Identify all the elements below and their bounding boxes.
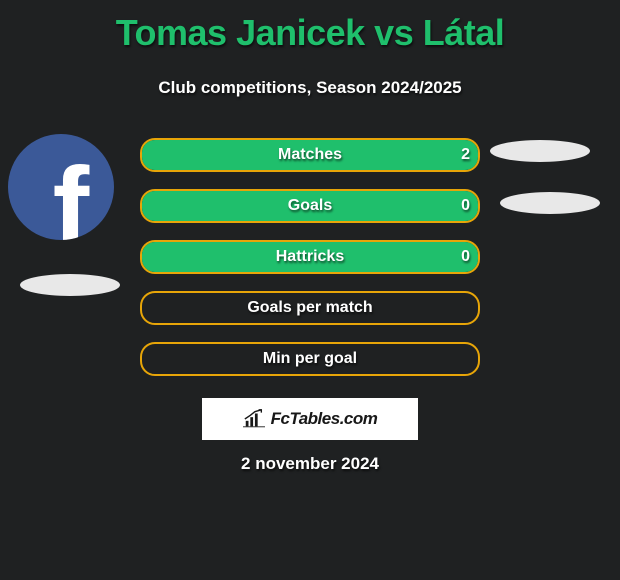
stat-label: Goals per match	[142, 299, 478, 317]
chart-icon	[243, 409, 265, 429]
brand-box: FcTables.com	[202, 398, 418, 440]
page-title: Tomas Janicek vs Látal	[0, 12, 620, 54]
stat-label: Hattricks	[142, 248, 478, 266]
stat-row: Goals0	[140, 189, 480, 223]
date-text: 2 november 2024	[0, 454, 620, 474]
shadow-oval-right-1	[490, 140, 590, 162]
facebook-icon: f	[53, 166, 90, 241]
stat-row: Matches2	[140, 138, 480, 172]
page-subtitle: Club competitions, Season 2024/2025	[0, 78, 620, 98]
brand-text: FcTables.com	[271, 409, 378, 429]
stat-row: Hattricks0	[140, 240, 480, 274]
stat-row: Goals per match	[140, 291, 480, 325]
shadow-oval-left	[20, 274, 120, 296]
stat-value-left: 0	[461, 248, 470, 266]
stat-row: Min per goal	[140, 342, 480, 376]
stat-value-left: 0	[461, 197, 470, 215]
stat-label: Min per goal	[142, 350, 478, 368]
stat-value-left: 2	[461, 146, 470, 164]
stat-label: Matches	[142, 146, 478, 164]
shadow-oval-right-2	[500, 192, 600, 214]
player-left-avatar: f	[8, 134, 114, 240]
stat-label: Goals	[142, 197, 478, 215]
stats-rows: Matches2Goals0Hattricks0Goals per matchM…	[140, 138, 480, 376]
